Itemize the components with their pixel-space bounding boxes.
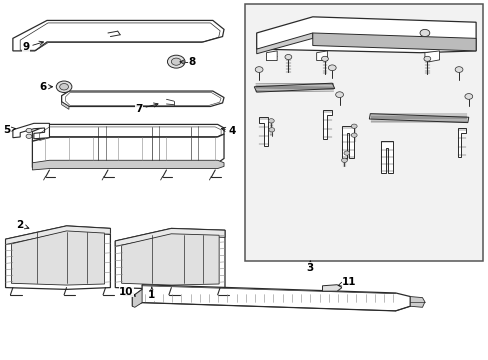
Circle shape	[60, 84, 68, 90]
Polygon shape	[5, 226, 110, 289]
Polygon shape	[245, 4, 483, 261]
Polygon shape	[256, 33, 312, 54]
Circle shape	[255, 67, 263, 72]
Circle shape	[26, 134, 32, 138]
Polygon shape	[115, 228, 224, 246]
Polygon shape	[380, 140, 392, 173]
Polygon shape	[323, 110, 331, 139]
Text: 1: 1	[148, 287, 155, 301]
Text: 2: 2	[17, 220, 29, 230]
Polygon shape	[254, 83, 334, 92]
Text: 10: 10	[119, 287, 135, 297]
Circle shape	[268, 128, 274, 132]
Circle shape	[268, 119, 274, 123]
Polygon shape	[122, 234, 219, 285]
Text: 5: 5	[3, 125, 16, 135]
Text: 7: 7	[135, 103, 158, 114]
Circle shape	[341, 158, 346, 162]
Circle shape	[350, 133, 356, 137]
Circle shape	[419, 30, 429, 37]
Polygon shape	[316, 51, 327, 60]
Circle shape	[350, 124, 356, 129]
Polygon shape	[259, 117, 267, 146]
Polygon shape	[457, 128, 466, 157]
Circle shape	[285, 54, 291, 59]
Polygon shape	[368, 114, 468, 123]
Polygon shape	[5, 226, 110, 244]
Polygon shape	[312, 33, 475, 51]
Text: 4: 4	[221, 126, 236, 135]
Polygon shape	[32, 160, 224, 170]
Circle shape	[343, 151, 349, 155]
Polygon shape	[322, 285, 341, 291]
Text: 6: 6	[40, 82, 53, 92]
Polygon shape	[409, 297, 424, 307]
Circle shape	[26, 129, 32, 133]
Text: 3: 3	[306, 261, 313, 273]
Circle shape	[335, 92, 343, 98]
Circle shape	[328, 65, 335, 71]
Circle shape	[167, 55, 184, 68]
Polygon shape	[13, 21, 224, 51]
Polygon shape	[115, 228, 224, 289]
Circle shape	[464, 94, 472, 99]
Polygon shape	[132, 289, 142, 307]
Circle shape	[321, 56, 328, 61]
Polygon shape	[341, 126, 353, 158]
Text: 9: 9	[22, 41, 43, 52]
Polygon shape	[32, 125, 224, 141]
Circle shape	[423, 56, 430, 61]
Polygon shape	[132, 285, 409, 311]
Circle shape	[171, 58, 181, 65]
Polygon shape	[256, 17, 475, 53]
Polygon shape	[61, 102, 69, 109]
Polygon shape	[32, 134, 224, 167]
Text: 11: 11	[338, 277, 356, 287]
Polygon shape	[424, 51, 439, 62]
Circle shape	[454, 67, 462, 72]
Polygon shape	[13, 123, 49, 139]
Circle shape	[56, 81, 72, 93]
Polygon shape	[11, 231, 104, 285]
Text: 8: 8	[180, 57, 195, 67]
Polygon shape	[266, 51, 277, 60]
Polygon shape	[61, 91, 224, 107]
